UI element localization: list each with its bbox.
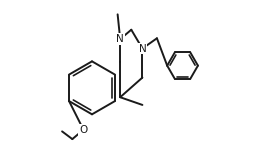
Text: N: N: [116, 34, 124, 44]
Text: N: N: [139, 44, 146, 53]
Text: O: O: [79, 125, 88, 135]
